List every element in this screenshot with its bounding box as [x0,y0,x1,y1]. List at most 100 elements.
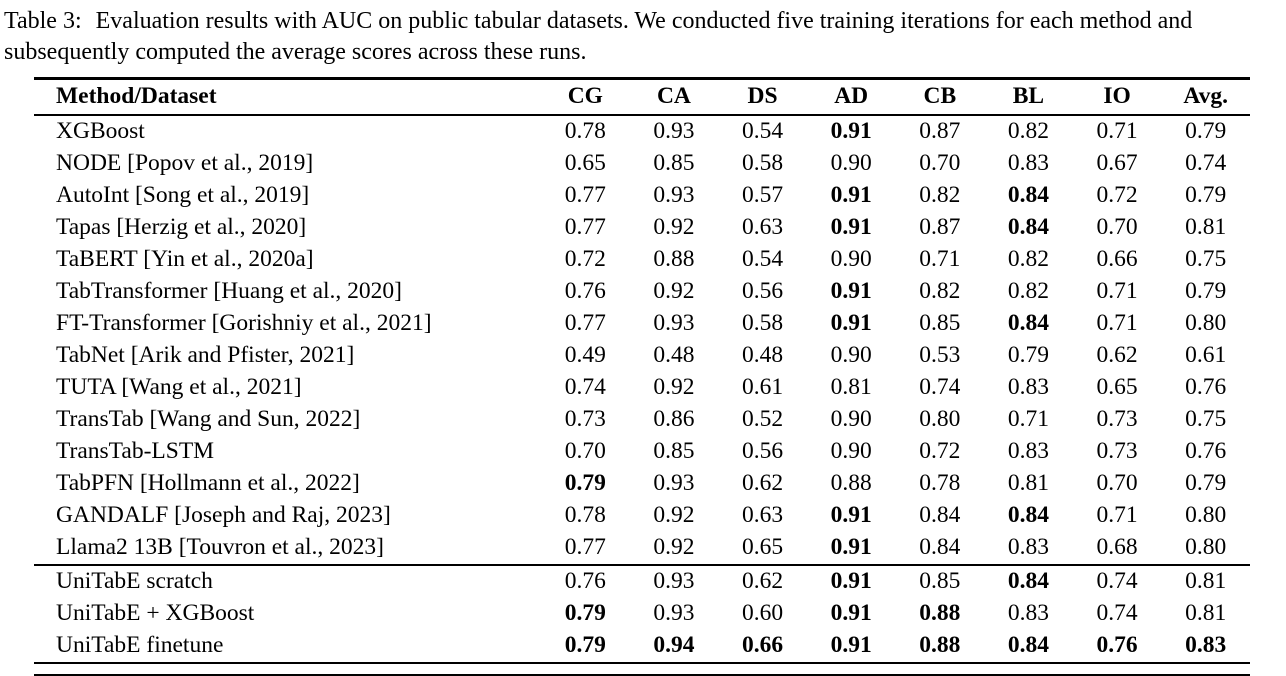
value-cell: 0.90 [830,406,872,433]
value-cell: 0.93 [629,564,719,599]
method-cell: AutoInt [Song et al., 2019] [56,182,310,209]
value-cell: 0.77 [564,310,606,337]
value-cell: 0.84 [1007,214,1049,241]
value-cell: 0.83 [1007,438,1049,465]
value-cell: 0.80 [1185,310,1227,337]
method-cell: UniTabE + XGBoost [56,600,255,627]
value-cell: 0.66 [1096,246,1138,273]
method-cell: TaBERT [Yin et al., 2020a] [56,246,314,273]
value-cell: 0.63 [742,502,784,529]
value-cell: 0.91 [830,278,872,305]
value-cell: 0.82 [1007,118,1049,145]
value-cell: 0.74 [919,374,961,401]
value-cell: 0.78 [564,118,606,145]
table-header: Method/Dataset CG CA DS AD CB BL IO Avg. [34,79,1250,116]
value-cell: 0.84 [1007,310,1049,337]
value-cell: 0.61 [1185,342,1227,369]
table-bottom-rule [34,674,1250,676]
value-cell: 0.78 [564,502,606,529]
value-cell: 0.87 [919,118,961,145]
value-cell: 0.76 [1185,374,1227,401]
method-cell: UniTabE scratch [34,564,541,599]
value-cell: 0.77 [564,182,606,209]
value-cell: 0.92 [653,374,695,401]
value-cell: 0.71 [919,246,961,273]
value-cell: 0.54 [742,246,784,273]
value-cell: 0.67 [1096,150,1138,177]
value-cell: 0.71 [1096,310,1138,337]
value-cell: 0.91 [830,600,872,627]
value-cell: 0.94 [653,632,695,659]
table-row: TransTab [Wang and Sun, 2022] 0.73 0.86 0.5… [34,404,1250,436]
value-cell: 0.68 [1096,534,1138,561]
value-cell: 0.93 [653,470,695,497]
value-cell: 0.83 [1007,600,1049,627]
value-cell: 0.84 [1007,182,1049,209]
value-cell: 0.90 [830,150,872,177]
value-cell: 0.60 [742,600,784,627]
value-cell: 0.81 [830,374,872,401]
header-row: Method/Dataset CG CA DS AD CB BL IO Avg. [34,79,1250,116]
value-cell: 0.80 [1185,534,1227,561]
table-row: AutoInt [Song et al., 2019] 0.77 0.93 0.57 0… [34,180,1250,212]
value-cell: 0.74 [1185,150,1227,177]
value-cell: 0.48 [653,342,695,369]
value-cell: 0.80 [919,406,961,433]
value-cell: 0.88 [653,246,695,273]
value-cell: 0.53 [919,342,961,369]
value-cell: 0.83 [1185,632,1227,659]
value-cell: 0.79 [564,632,606,659]
value-cell: 0.91 [830,118,872,145]
caption-text: Evaluation results with AUC on public ta… [4,8,1193,65]
value-cell: 0.70 [919,150,961,177]
table-row: TabPFN [Hollmann et al., 2022] 0.79 0.93 0.… [34,468,1250,500]
value-cell: 0.52 [742,406,784,433]
value-cell: 0.82 [1007,278,1049,305]
value-cell: 0.85 [653,150,695,177]
value-cell: 0.66 [742,632,784,659]
value-cell: 0.49 [564,342,606,369]
method-cell: TabNet [Arik and Pfister, 2021] [56,342,355,369]
value-cell: 0.91 [830,502,872,529]
value-cell: 0.63 [742,214,784,241]
value-cell: 0.71 [1096,118,1138,145]
value-cell: 0.57 [742,182,784,209]
value-cell: 0.79 [1007,342,1049,369]
value-cell: 0.74 [1072,564,1162,599]
value-cell: 0.76 [541,564,630,599]
method-cell: TabPFN [Hollmann et al., 2022] [56,470,360,497]
caption-label: Table 3: [4,8,82,34]
table-row: GANDALF [Joseph and Raj, 2023] 0.78 0.92 0.… [34,500,1250,532]
value-cell: 0.91 [830,534,872,561]
value-cell: 0.77 [564,214,606,241]
value-cell: 0.88 [919,600,961,627]
table-caption: Table 3: Evaluation results with AUC on p… [4,6,1282,67]
value-cell: 0.75 [1185,246,1227,273]
value-cell: 0.93 [653,182,695,209]
column-header-cb: CB [923,83,957,110]
value-cell: 0.79 [564,600,606,627]
value-cell: 0.79 [1185,278,1227,305]
value-cell: 0.71 [1096,502,1138,529]
value-cell: 0.83 [1007,534,1049,561]
value-cell: 0.92 [653,534,695,561]
value-cell: 0.61 [742,374,784,401]
method-cell: TransTab-LSTM [56,438,215,465]
method-cell: XGBoost [56,118,145,145]
value-cell: 0.82 [919,182,961,209]
value-cell: 0.73 [1096,438,1138,465]
value-cell: 0.65 [564,150,606,177]
table-row: UniTabE scratch 0.76 0.93 0.62 0.91 0.85 0.84 0… [34,564,1250,599]
value-cell: 0.58 [742,310,784,337]
column-header-cg: CG [567,83,603,110]
column-header-bl: BL [1012,83,1045,110]
table-row: Tapas [Herzig et al., 2020] 0.77 0.92 0.63 0… [34,212,1250,244]
method-cell: Llama2 13B [Touvron et al., 2023] [56,534,384,561]
method-cell: GANDALF [Joseph and Raj, 2023] [56,502,391,529]
value-cell: 0.76 [1185,438,1227,465]
value-cell: 0.88 [919,632,961,659]
value-cell: 0.85 [919,310,961,337]
value-cell: 0.79 [564,470,606,497]
value-cell: 0.79 [1185,470,1227,497]
